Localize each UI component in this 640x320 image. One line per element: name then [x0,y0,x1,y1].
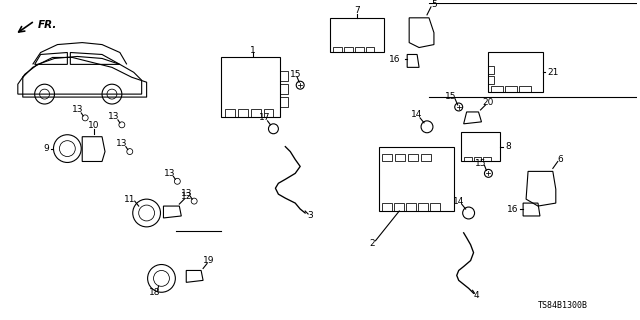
Text: 20: 20 [483,98,494,107]
Text: 3: 3 [307,212,313,220]
Text: 16: 16 [508,204,519,213]
Bar [383,154,392,162]
Text: TS84B1300B: TS84B1300B [538,301,588,310]
Bar [238,109,248,117]
Bar [251,109,260,117]
Text: 15: 15 [445,92,456,100]
Bar [488,66,494,74]
Bar [280,84,288,94]
Bar [463,156,472,162]
Text: 9: 9 [44,144,49,153]
Text: 15: 15 [475,159,486,168]
Text: 8: 8 [506,142,511,151]
Text: 10: 10 [88,121,100,130]
Bar [492,86,503,92]
Bar [264,109,273,117]
Bar [519,86,531,92]
Text: 14: 14 [412,110,423,119]
Bar [333,46,342,52]
Text: 13: 13 [72,106,83,115]
Bar [394,203,404,211]
Bar [280,97,288,107]
Text: 16: 16 [388,55,400,64]
Text: 6: 6 [557,155,563,164]
Bar [344,46,353,52]
Bar [355,46,364,52]
Bar [474,156,481,162]
Text: 13: 13 [108,112,120,121]
Text: 11: 11 [124,195,136,204]
Text: 15: 15 [289,70,301,79]
Text: 1: 1 [250,46,255,55]
Text: 12: 12 [180,192,192,201]
Text: FR.: FR. [38,20,57,30]
Bar [383,203,392,211]
Bar [488,76,494,84]
Text: 13: 13 [116,139,127,148]
Text: 17: 17 [259,113,270,122]
Bar [421,154,431,162]
Bar [483,156,492,162]
Text: 7: 7 [354,6,360,15]
Text: 19: 19 [204,256,215,265]
Bar [225,109,235,117]
Text: 13: 13 [164,169,175,178]
Text: 13: 13 [180,189,192,198]
Bar [365,46,374,52]
Text: 14: 14 [453,196,465,206]
Bar [418,203,428,211]
Text: 4: 4 [474,291,479,300]
Bar [396,154,405,162]
Text: 21: 21 [547,68,559,77]
Bar [430,203,440,211]
Text: 18: 18 [148,288,160,297]
Bar [505,86,517,92]
Bar [406,203,416,211]
Text: 2: 2 [370,239,375,248]
Bar [280,71,288,81]
Bar [408,154,418,162]
Text: 5: 5 [431,0,437,10]
